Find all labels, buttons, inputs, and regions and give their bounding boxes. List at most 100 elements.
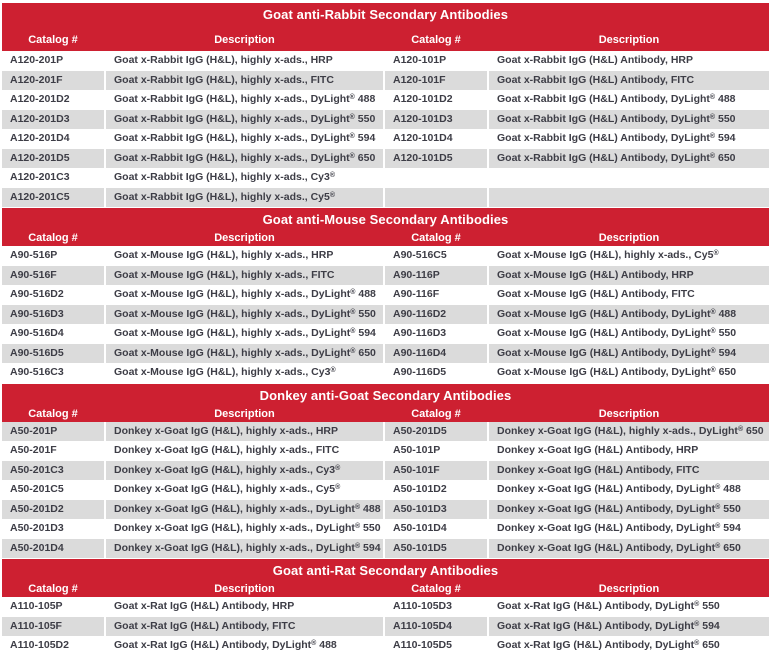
description-cell: Goat x-Mouse IgG (H&L) Antibody, DyLight… xyxy=(489,304,769,324)
catalog-number-cell: A90-516D5 xyxy=(2,343,104,363)
description-cell: Goat x-Rabbit IgG (H&L) Antibody, DyLigh… xyxy=(489,148,769,168)
column-header-catalog-right: Catalog # xyxy=(411,34,461,46)
table-row: A120-201P Goat x-Rabbit IgG (H&L), highl… xyxy=(2,51,769,71)
column-header-catalog-left: Catalog # xyxy=(28,34,78,46)
column-header-description-left: Description xyxy=(214,407,275,420)
catalog-number-cell xyxy=(385,168,487,188)
catalog-number-cell: A120-101F xyxy=(385,70,487,90)
catalog-number-cell: A120-201C5 xyxy=(2,187,104,207)
table-row: A90-516C3 Goat x-Mouse IgG (H&L), highly… xyxy=(2,363,769,383)
catalog-number-cell: A120-201D2 xyxy=(2,90,104,110)
description-cell: Donkey x-Goat IgG (H&L) Antibody, DyLigh… xyxy=(489,480,769,500)
table-row: A50-201C5 Donkey x-Goat IgG (H&L), highl… xyxy=(2,480,769,500)
description-cell: Goat x-Rat IgG (H&L) Antibody, DyLight® … xyxy=(489,616,769,636)
column-header-row: Catalog # Description Catalog # Descript… xyxy=(2,25,769,51)
catalog-number-cell: A50-101D2 xyxy=(385,480,487,500)
table-row: A90-516F Goat x-Mouse IgG (H&L), highly … xyxy=(2,265,769,285)
description-cell: Goat x-Rabbit IgG (H&L) Antibody, FITC xyxy=(489,70,769,90)
description-cell: Goat x-Mouse IgG (H&L), highly x-ads., D… xyxy=(106,285,383,305)
description-cell: Goat x-Rabbit IgG (H&L), highly x-ads., … xyxy=(106,90,383,110)
catalog-number-cell xyxy=(385,187,487,207)
catalog-number-cell: A50-201D2 xyxy=(2,499,104,519)
catalog-number-cell: A120-201D4 xyxy=(2,129,104,149)
description-cell xyxy=(489,168,769,188)
column-header-description-right: Description xyxy=(598,34,660,46)
catalog-number-cell: A110-105P xyxy=(2,597,104,617)
description-cell: Goat x-Rabbit IgG (H&L) Antibody, HRP xyxy=(489,51,769,71)
section-rows: A50-201P Donkey x-Goat IgG (H&L), highly… xyxy=(2,421,769,558)
catalog-number-cell: A50-101D5 xyxy=(385,538,487,558)
column-header-description-right: Description xyxy=(598,407,660,420)
section-title: Goat anti-Mouse Secondary Antibodies xyxy=(2,208,769,230)
table-row: A50-201P Donkey x-Goat IgG (H&L), highly… xyxy=(2,421,769,441)
column-header-catalog-right: Catalog # xyxy=(411,583,461,595)
description-cell: Goat x-Mouse IgG (H&L) Antibody, DyLight… xyxy=(489,343,769,363)
description-cell: Goat x-Rat IgG (H&L) Antibody, FITC xyxy=(106,616,383,636)
table-row: A120-201D4 Goat x-Rabbit IgG (H&L), high… xyxy=(2,129,769,149)
catalog-number-cell: A90-116F xyxy=(385,285,487,305)
description-cell: Donkey x-Goat IgG (H&L), highly x-ads., … xyxy=(106,499,383,519)
catalog-number-cell: A50-101D4 xyxy=(385,519,487,539)
description-cell: Goat x-Rabbit IgG (H&L), highly x-ads., … xyxy=(106,109,383,129)
description-cell: Goat x-Rabbit IgG (H&L), highly x-ads., … xyxy=(106,51,383,71)
description-cell: Donkey x-Goat IgG (H&L) Antibody, HRP xyxy=(489,441,769,461)
section-rows: A120-201P Goat x-Rabbit IgG (H&L), highl… xyxy=(2,51,769,207)
catalog-number-cell: A90-516C5 xyxy=(385,246,487,266)
column-header-row: Catalog # Description Catalog # Descript… xyxy=(2,405,769,422)
catalog-number-cell: A120-101D3 xyxy=(385,109,487,129)
column-header-row: Catalog # Description Catalog # Descript… xyxy=(2,581,769,597)
column-header-description-right: Description xyxy=(598,583,660,595)
table-row: A110-105F Goat x-Rat IgG (H&L) Antibody,… xyxy=(2,616,769,636)
catalog-number-cell: A120-201D3 xyxy=(2,109,104,129)
table-row: A90-516D5 Goat x-Mouse IgG (H&L), highly… xyxy=(2,343,769,363)
table-row: A120-201D5 Goat x-Rabbit IgG (H&L), high… xyxy=(2,148,769,168)
catalog-number-cell: A90-516F xyxy=(2,265,104,285)
table-row: A50-201D4 Donkey x-Goat IgG (H&L), highl… xyxy=(2,538,769,558)
column-header-row: Catalog # Description Catalog # Descript… xyxy=(2,230,769,246)
column-header-catalog-left: Catalog # xyxy=(28,232,78,244)
column-header-catalog-right: Catalog # xyxy=(411,232,461,244)
description-cell: Goat x-Mouse IgG (H&L) Antibody, DyLight… xyxy=(489,363,769,383)
table-row: A120-201C5 Goat x-Rabbit IgG (H&L), high… xyxy=(2,187,769,207)
column-header-description-right: Description xyxy=(598,232,660,244)
description-cell: Goat x-Rat IgG (H&L) Antibody, HRP xyxy=(106,597,383,617)
description-cell: Donkey x-Goat IgG (H&L), highly x-ads., … xyxy=(106,441,383,461)
description-cell: Goat x-Mouse IgG (H&L), highly x-ads., D… xyxy=(106,304,383,324)
description-cell xyxy=(489,187,769,207)
table-row: A50-201F Donkey x-Goat IgG (H&L), highly… xyxy=(2,441,769,461)
description-cell: Goat x-Rabbit IgG (H&L) Antibody, DyLigh… xyxy=(489,129,769,149)
catalog-number-cell: A90-516C3 xyxy=(2,363,104,383)
catalog-number-cell: A50-101P xyxy=(385,441,487,461)
table-row: A120-201C3 Goat x-Rabbit IgG (H&L), high… xyxy=(2,168,769,188)
description-cell: Goat x-Rabbit IgG (H&L), highly x-ads., … xyxy=(106,148,383,168)
catalog-number-cell: A50-201D3 xyxy=(2,519,104,539)
table-section: Goat anti-Mouse Secondary Antibodies Cat… xyxy=(2,208,769,383)
table-row: A50-201D3 Donkey x-Goat IgG (H&L), highl… xyxy=(2,519,769,539)
column-header-catalog-left: Catalog # xyxy=(28,407,78,420)
catalog-number-cell: A50-201C3 xyxy=(2,460,104,480)
catalog-number-cell: A110-105D4 xyxy=(385,616,487,636)
description-cell: Donkey x-Goat IgG (H&L) Antibody, DyLigh… xyxy=(489,519,769,539)
section-title: Goat anti-Rat Secondary Antibodies xyxy=(2,559,769,581)
column-header-catalog-left: Catalog # xyxy=(28,583,78,595)
catalog-number-cell: A90-116P xyxy=(385,265,487,285)
column-header-description-left: Description xyxy=(214,232,275,244)
description-cell: Donkey x-Goat IgG (H&L), highly x-ads., … xyxy=(106,538,383,558)
table-row: A90-516D4 Goat x-Mouse IgG (H&L), highly… xyxy=(2,324,769,344)
description-cell: Donkey x-Goat IgG (H&L), highly x-ads., … xyxy=(489,421,769,441)
description-cell: Donkey x-Goat IgG (H&L), highly x-ads., … xyxy=(106,519,383,539)
catalog-number-cell: A50-201D4 xyxy=(2,538,104,558)
column-header-description-left: Description xyxy=(214,583,275,595)
section-rows: A90-516P Goat x-Mouse IgG (H&L), highly … xyxy=(2,246,769,383)
description-cell: Goat x-Rat IgG (H&L) Antibody, DyLight® … xyxy=(489,636,769,656)
catalog-number-cell: A90-516D2 xyxy=(2,285,104,305)
description-cell: Goat x-Mouse IgG (H&L), highly x-ads., D… xyxy=(106,324,383,344)
section-title: Donkey anti-Goat Secondary Antibodies xyxy=(2,383,769,406)
description-cell: Goat x-Mouse IgG (H&L), highly x-ads., F… xyxy=(106,265,383,285)
catalog-number-cell: A120-101D4 xyxy=(385,129,487,149)
description-cell: Goat x-Rabbit IgG (H&L), highly x-ads., … xyxy=(106,168,383,188)
description-cell: Goat x-Mouse IgG (H&L), highly x-ads., D… xyxy=(106,343,383,363)
table-row: A90-516D2 Goat x-Mouse IgG (H&L), highly… xyxy=(2,285,769,305)
section-rows: A110-105P Goat x-Rat IgG (H&L) Antibody,… xyxy=(2,597,769,656)
table-row: A110-105D2 Goat x-Rat IgG (H&L) Antibody… xyxy=(2,636,769,656)
